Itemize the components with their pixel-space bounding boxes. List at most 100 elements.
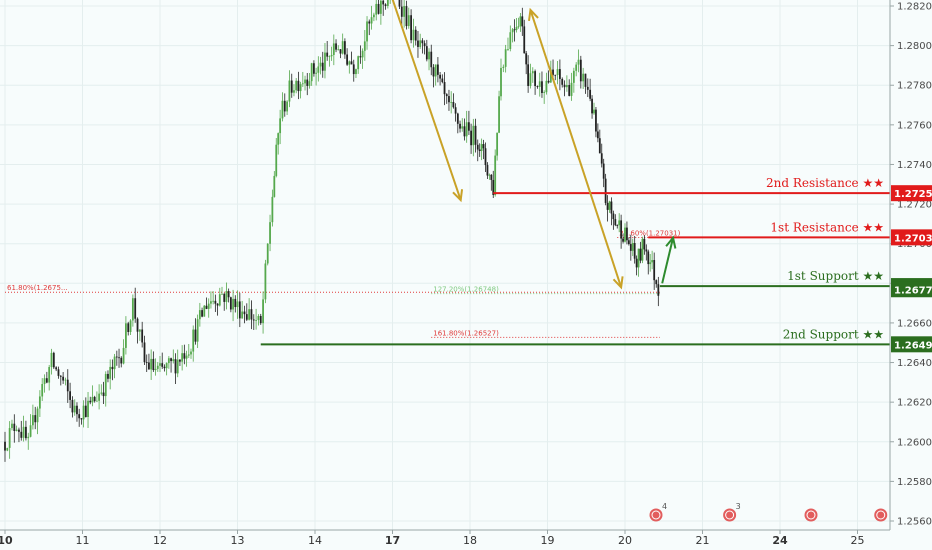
candle-body	[598, 138, 601, 154]
candle-body	[192, 329, 195, 352]
candle-body	[568, 85, 571, 96]
x-axis[interactable]: 10 11 12 13 14 17 18 19 20 21 24 25	[0, 530, 865, 547]
candle-body	[459, 123, 461, 129]
candle-body	[417, 40, 419, 47]
candle-body	[649, 262, 652, 265]
candle-body	[519, 16, 522, 27]
candle-body	[281, 100, 284, 119]
candle-body	[212, 300, 215, 302]
candle-body	[593, 109, 595, 114]
candle-body	[4, 441, 6, 451]
candle-body	[234, 298, 237, 308]
candle-body	[563, 84, 566, 88]
candle-body	[80, 418, 83, 420]
candle-body	[32, 415, 34, 426]
candle-body	[321, 62, 324, 71]
candle-body	[243, 311, 246, 315]
candle-body	[423, 43, 426, 47]
up-projection-arrow[interactable]	[661, 237, 675, 284]
candle-body	[443, 82, 446, 95]
candle-body	[257, 315, 260, 321]
candle-body	[572, 70, 575, 83]
candle-body	[125, 323, 127, 348]
candlesticks	[4, 0, 660, 462]
candle-body	[434, 64, 437, 77]
candle-body	[463, 126, 466, 137]
candle-body	[606, 202, 609, 210]
candle-body	[641, 238, 644, 261]
candle-body	[76, 405, 78, 415]
y-tick-label: 1.26000	[897, 437, 932, 448]
candle-body	[98, 393, 101, 401]
event-flag-icon[interactable]	[723, 508, 737, 522]
candle-body	[50, 352, 53, 368]
candle-body	[163, 366, 166, 369]
y-axis[interactable]: 1.25600 1.25800 1.26000 1.26200 1.26400 1.266…	[890, 0, 932, 528]
x-tick-label: 25	[851, 534, 865, 547]
candle-body	[436, 64, 439, 75]
candle-body	[172, 359, 175, 362]
fib-label: 23.60%(1.27031)	[619, 230, 680, 238]
candle-body	[439, 74, 442, 79]
candle-body	[73, 405, 76, 413]
candle-body	[584, 73, 587, 87]
candle-body	[154, 368, 157, 371]
x-tick-label: 24	[772, 534, 788, 547]
candle-body	[386, 0, 389, 7]
trend-arrows[interactable]	[383, 0, 677, 290]
candle-body	[639, 248, 642, 261]
support-resistance-levels[interactable]: 2nd Resistance ★★ 1st Resistance ★★ 1st Su…	[260, 176, 890, 346]
candle-body	[529, 73, 532, 86]
current-price-tag	[891, 281, 932, 298]
candle-body	[176, 359, 179, 374]
candle-body	[624, 227, 626, 242]
candle-body	[579, 59, 582, 82]
candle-body	[122, 347, 125, 364]
candle-body	[196, 319, 199, 342]
down-trend-arrow[interactable]	[529, 9, 623, 288]
candle-body	[454, 107, 457, 114]
candle-body	[604, 178, 607, 203]
y-tick-label: 1.26400	[897, 358, 932, 369]
level-price-tag	[891, 336, 932, 353]
y-tick-label: 1.28000	[897, 41, 932, 52]
candle-body	[498, 96, 500, 133]
candle-body	[107, 373, 109, 379]
candle-body	[181, 353, 184, 362]
candle-body	[538, 81, 541, 87]
candle-body	[174, 359, 177, 374]
candle-body	[78, 414, 81, 419]
candle-body	[252, 319, 255, 321]
candle-body	[332, 43, 335, 55]
candle-body	[203, 305, 206, 317]
level-label: 1st Resistance ★★	[770, 220, 884, 234]
candle-body	[266, 243, 269, 264]
candle-body	[631, 243, 634, 251]
candle-body	[111, 366, 114, 370]
x-tick-label: 19	[541, 534, 555, 547]
down-trend-arrow[interactable]	[385, 0, 462, 201]
candle-body	[290, 80, 293, 93]
event-flag-icon[interactable]	[874, 508, 888, 522]
candle-body	[428, 51, 430, 60]
candle-body	[492, 179, 495, 195]
candle-body	[502, 66, 505, 68]
candle-body	[306, 79, 309, 86]
event-flag-icon[interactable]	[649, 508, 663, 522]
candle-body	[102, 392, 105, 397]
candle-body	[82, 405, 85, 420]
candle-body	[214, 300, 217, 304]
candle-body	[517, 26, 520, 28]
y-tick-label: 1.27400	[897, 160, 932, 171]
candle-body	[622, 238, 624, 242]
candle-body	[71, 399, 74, 413]
event-count: 4	[662, 502, 667, 511]
event-flag-icon[interactable]	[804, 508, 818, 522]
candle-body	[341, 41, 344, 54]
candle-body	[359, 56, 362, 58]
candle-body	[225, 291, 228, 302]
candle-body	[38, 396, 41, 409]
